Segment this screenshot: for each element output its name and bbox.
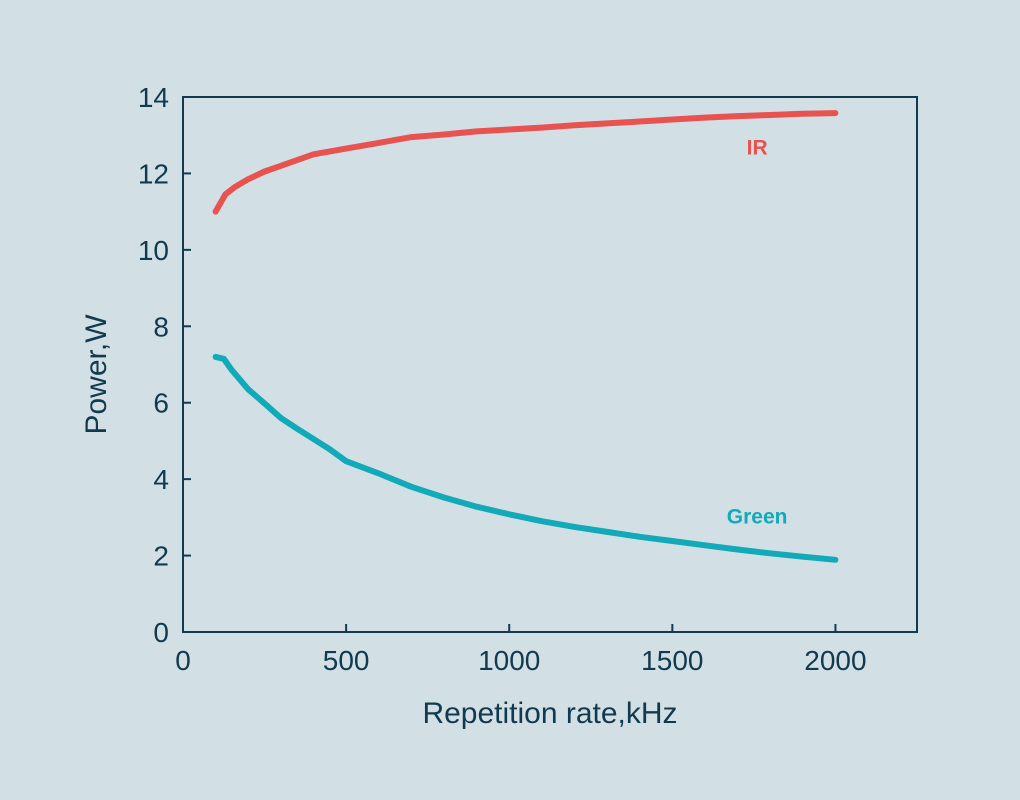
y-tick-label: 12 bbox=[138, 158, 169, 189]
series-line-ir bbox=[212, 110, 839, 215]
x-axis-title: Repetition rate,kHz bbox=[422, 697, 677, 730]
y-tick-label: 2 bbox=[153, 541, 169, 572]
x-tick-label: 2000 bbox=[804, 645, 866, 676]
y-axis-title: Power,W bbox=[80, 314, 113, 435]
y-tick-label: 8 bbox=[153, 311, 169, 342]
plot-frame bbox=[182, 96, 918, 633]
y-tick-label: 6 bbox=[153, 388, 169, 419]
y-tick-label: 0 bbox=[153, 617, 169, 648]
series-label-green: Green bbox=[727, 505, 788, 528]
plot-area: 0 500 1000 1500 2000 0 2 4 6 8 10 12 14 IR Green bbox=[138, 82, 918, 676]
x-tick-label: 1000 bbox=[478, 645, 540, 676]
y-tick-label: 4 bbox=[153, 464, 169, 495]
series-line-green bbox=[212, 353, 839, 563]
x-tick-label: 500 bbox=[323, 645, 370, 676]
y-tick-label: 10 bbox=[138, 235, 169, 266]
y-tick-label: 14 bbox=[138, 82, 169, 113]
series-label-ir: IR bbox=[747, 137, 768, 160]
x-tick-label: 1500 bbox=[641, 645, 703, 676]
x-tick-label: 0 bbox=[175, 645, 191, 676]
